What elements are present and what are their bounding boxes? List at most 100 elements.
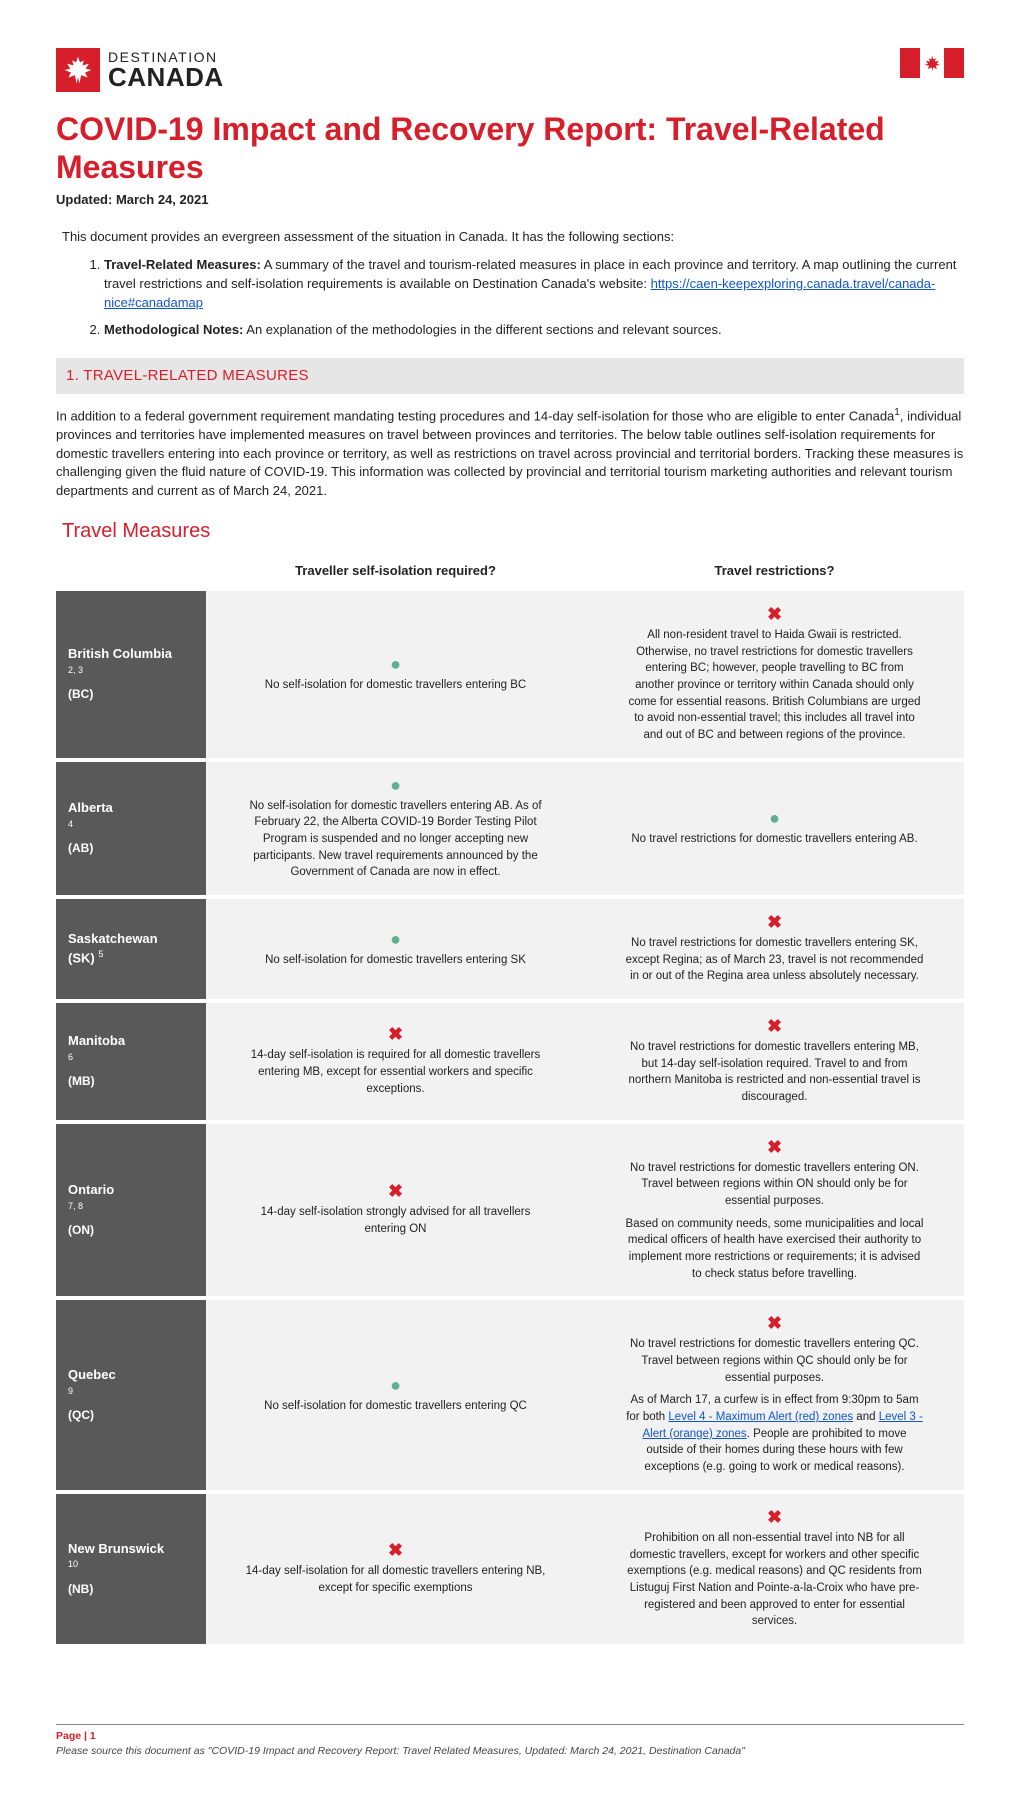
restrictions-text-2: As of March 17, a curfew is in effect fr… bbox=[625, 1392, 925, 1475]
restrictions-text: No travel restrictions for domestic trav… bbox=[625, 935, 925, 985]
logo-text-bottom: CANADA bbox=[108, 64, 224, 90]
restrictions-cell: ✖ No travel restrictions for domestic tra… bbox=[585, 1298, 964, 1491]
maple-leaf-icon bbox=[56, 48, 100, 92]
province-name: Alberta bbox=[68, 799, 194, 818]
isolation-cell: ● No self-isolation for domestic travelle… bbox=[206, 589, 585, 760]
check-icon: ● bbox=[390, 655, 401, 673]
isolation-cell: ● No self-isolation for domestic travelle… bbox=[206, 897, 585, 1001]
table-row: New Brunswick 10 (NB) ✖ 14-day self-isolati… bbox=[56, 1492, 964, 1644]
restrictions-text-2: Based on community needs, some municipal… bbox=[625, 1216, 925, 1283]
cross-icon: ✖ bbox=[767, 1138, 782, 1156]
province-cell: Alberta 4 (AB) bbox=[56, 760, 206, 897]
header: DESTINATION CANADA bbox=[56, 48, 964, 92]
cross-icon: ✖ bbox=[767, 1314, 782, 1332]
footnote-ref: 10 bbox=[68, 1559, 78, 1569]
province-name: Saskatchewan bbox=[68, 931, 158, 946]
province-cell: Ontario 7, 8 (ON) bbox=[56, 1122, 206, 1299]
province-cell: Saskatchewan (SK) 5 bbox=[56, 897, 206, 1001]
footnote-ref: 6 bbox=[68, 1052, 73, 1062]
check-icon: ● bbox=[390, 1376, 401, 1394]
restrictions-text: All non-resident travel to Haida Gwaii i… bbox=[625, 627, 925, 744]
cross-icon: ✖ bbox=[388, 1541, 403, 1559]
page-number: Page | 1 bbox=[56, 1730, 96, 1742]
table-row: Saskatchewan (SK) 5 ● No self-isolation fo… bbox=[56, 897, 964, 1001]
province-abbr: (ON) bbox=[68, 1222, 194, 1239]
cross-icon: ✖ bbox=[388, 1025, 403, 1043]
table-row: Manitoba 6 (MB) ✖ 14-day self-isolation is … bbox=[56, 1001, 964, 1122]
th-isolation: Traveller self-isolation required? bbox=[206, 556, 585, 589]
restrictions-cell: ✖ No travel restrictions for domestic tra… bbox=[585, 1122, 964, 1299]
toc-1-label: Travel-Related Measures: bbox=[104, 257, 261, 272]
th-province bbox=[56, 556, 206, 589]
toc-2-text: An explanation of the methodologies in t… bbox=[246, 322, 721, 337]
province-name: New Brunswick bbox=[68, 1540, 194, 1559]
isolation-text: No self-isolation for domestic traveller… bbox=[265, 952, 526, 969]
footnote-ref: 7, 8 bbox=[68, 1201, 83, 1211]
table-row: Alberta 4 (AB) ● No self-isolation for dome… bbox=[56, 760, 964, 897]
province-name: Manitoba bbox=[68, 1032, 194, 1051]
restrictions-cell: ● No travel restrictions for domestic tra… bbox=[585, 760, 964, 897]
isolation-cell: ✖ 14-day self-isolation for all domestic … bbox=[206, 1492, 585, 1644]
restrictions-text: No travel restrictions for domestic trav… bbox=[631, 831, 917, 848]
isolation-text: No self-isolation for domestic traveller… bbox=[246, 798, 546, 881]
page-title: COVID-19 Impact and Recovery Report: Tra… bbox=[56, 110, 964, 187]
travel-measures-table: Traveller self-isolation required? Trave… bbox=[56, 556, 964, 1644]
check-icon: ● bbox=[390, 776, 401, 794]
province-cell: Quebec 9 (QC) bbox=[56, 1298, 206, 1491]
isolation-text: 14-day self-isolation for all domestic t… bbox=[246, 1563, 546, 1596]
toc-2-label: Methodological Notes: bbox=[104, 322, 243, 337]
footnote-ref: 2, 3 bbox=[68, 665, 83, 675]
cross-icon: ✖ bbox=[388, 1182, 403, 1200]
footnote-ref: 9 bbox=[68, 1386, 73, 1396]
province-cell: New Brunswick 10 (NB) bbox=[56, 1492, 206, 1644]
province-abbr: (BC) bbox=[68, 686, 194, 703]
province-abbr: (SK) 5 bbox=[68, 948, 194, 968]
province-cell: Manitoba 6 (MB) bbox=[56, 1001, 206, 1122]
toc-item-1: Travel-Related Measures: A summary of th… bbox=[104, 256, 964, 313]
table-row: Quebec 9 (QC) ● No self-isolation for domes… bbox=[56, 1298, 964, 1491]
cross-icon: ✖ bbox=[767, 1508, 782, 1526]
isolation-text: No self-isolation for domestic traveller… bbox=[264, 1398, 527, 1415]
section-1-intro-a: In addition to a federal government requ… bbox=[56, 408, 894, 423]
province-name: British Columbia bbox=[68, 645, 194, 664]
table-row: Ontario 7, 8 (ON) ✖ 14-day self-isolation s… bbox=[56, 1122, 964, 1299]
province-abbr: (QC) bbox=[68, 1407, 194, 1424]
footer: Page | 1 Please source this document as … bbox=[56, 1724, 964, 1759]
province-abbr: (AB) bbox=[68, 840, 194, 857]
restrictions-cell: ✖ All non-resident travel to Haida Gwaii … bbox=[585, 589, 964, 760]
travel-measures-heading: Travel Measures bbox=[62, 517, 964, 546]
isolation-text: 14-day self-isolation is required for al… bbox=[246, 1047, 546, 1097]
section-1-intro: In addition to a federal government requ… bbox=[56, 406, 964, 502]
logo-text: DESTINATION CANADA bbox=[108, 50, 224, 90]
check-icon: ● bbox=[769, 809, 780, 827]
restrictions-cell: ✖ Prohibition on all non-essential travel… bbox=[585, 1492, 964, 1644]
alert-level-link[interactable]: Level 4 - Maximum Alert (red) zones bbox=[668, 1411, 853, 1423]
province-abbr: (MB) bbox=[68, 1073, 194, 1090]
restrictions-text: Prohibition on all non-essential travel … bbox=[625, 1530, 925, 1630]
province-name: Quebec bbox=[68, 1366, 194, 1385]
toc-list: Travel-Related Measures: A summary of th… bbox=[104, 256, 964, 339]
intro-text: This document provides an evergreen asse… bbox=[62, 228, 964, 247]
province-cell: British Columbia 2, 3 (BC) bbox=[56, 589, 206, 760]
restrictions-cell: ✖ No travel restrictions for domestic tra… bbox=[585, 897, 964, 1001]
province-abbr: (NB) bbox=[68, 1581, 194, 1598]
toc-item-2: Methodological Notes: An explanation of … bbox=[104, 321, 964, 340]
cross-icon: ✖ bbox=[767, 913, 782, 931]
isolation-text: No self-isolation for domestic traveller… bbox=[265, 677, 526, 694]
th-restrictions: Travel restrictions? bbox=[585, 556, 964, 589]
check-icon: ● bbox=[390, 930, 401, 948]
isolation-cell: ✖ 14-day self-isolation is required for a… bbox=[206, 1001, 585, 1122]
destination-canada-logo: DESTINATION CANADA bbox=[56, 48, 224, 92]
footnote-ref: 5 bbox=[98, 949, 103, 959]
restrictions-text: No travel restrictions for domestic trav… bbox=[625, 1336, 925, 1475]
isolation-text: 14-day self-isolation strongly advised f… bbox=[246, 1204, 546, 1237]
isolation-cell: ● No self-isolation for domestic travelle… bbox=[206, 1298, 585, 1491]
updated-date: Updated: March 24, 2021 bbox=[56, 191, 964, 210]
restrictions-text: No travel restrictions for domestic trav… bbox=[625, 1160, 925, 1283]
footnote-ref: 4 bbox=[68, 819, 73, 829]
isolation-cell: ● No self-isolation for domestic travelle… bbox=[206, 760, 585, 897]
cross-icon: ✖ bbox=[767, 605, 782, 623]
table-row: British Columbia 2, 3 (BC) ● No self-isolat… bbox=[56, 589, 964, 760]
province-name: Ontario bbox=[68, 1181, 194, 1200]
citation-text: Please source this document as "COVID-19… bbox=[56, 1745, 745, 1757]
